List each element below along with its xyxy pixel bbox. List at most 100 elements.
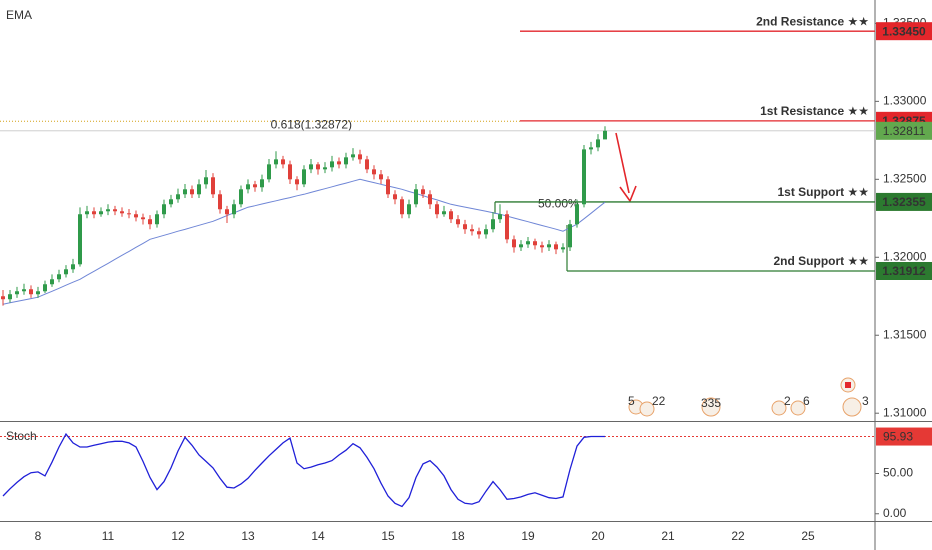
candle-body bbox=[309, 164, 313, 170]
candle-body bbox=[568, 224, 572, 248]
candle-body bbox=[358, 154, 362, 160]
level-name: 1st Support ★★ bbox=[777, 185, 869, 199]
candle-body bbox=[106, 209, 110, 212]
candle-body bbox=[372, 169, 376, 175]
candle-body bbox=[428, 194, 432, 205]
ema-line bbox=[2, 178, 606, 305]
candle-body bbox=[442, 211, 446, 215]
event-icon bbox=[842, 397, 862, 417]
candle-body bbox=[120, 211, 124, 214]
candle-body bbox=[64, 269, 68, 275]
y-tick-label: 1.33000 bbox=[883, 94, 927, 108]
candle-body bbox=[274, 159, 278, 165]
candle-body bbox=[36, 291, 40, 295]
candle-body bbox=[253, 184, 257, 188]
candle-body bbox=[407, 204, 411, 215]
candle-body bbox=[232, 204, 236, 215]
candle-body bbox=[491, 219, 495, 230]
candle-body bbox=[218, 194, 222, 210]
candle-body bbox=[85, 211, 89, 215]
candle-body bbox=[169, 199, 173, 205]
candle-body bbox=[561, 247, 565, 250]
candle-body bbox=[127, 213, 131, 215]
candle-body bbox=[176, 194, 180, 200]
flag bbox=[845, 382, 851, 388]
level-tag bbox=[876, 261, 932, 280]
y-tick-label: 1.31500 bbox=[883, 327, 927, 341]
fib-label: 0.618(1.32872) bbox=[271, 117, 352, 131]
level-name: 2nd Resistance ★★ bbox=[756, 14, 869, 28]
candle-body bbox=[603, 130, 607, 140]
price-tag bbox=[876, 121, 932, 140]
candle-body bbox=[267, 164, 271, 180]
candle-body bbox=[71, 264, 75, 270]
candle-body bbox=[323, 167, 327, 170]
x-tick-label: 21 bbox=[661, 529, 675, 543]
x-tick-label: 8 bbox=[35, 529, 42, 543]
candle-body bbox=[484, 229, 488, 235]
ema-label: EMA bbox=[6, 8, 32, 22]
candle-body bbox=[456, 219, 460, 225]
candle-body bbox=[99, 211, 103, 215]
candle-body bbox=[141, 217, 145, 220]
arrow-head bbox=[619, 185, 637, 203]
level-name: 2nd Support ★★ bbox=[773, 254, 869, 268]
candle-body bbox=[29, 289, 33, 295]
candle-body bbox=[379, 174, 383, 180]
candle-body bbox=[155, 214, 159, 225]
candle-body bbox=[421, 189, 425, 195]
candle-body bbox=[540, 245, 544, 248]
event-icon bbox=[790, 400, 806, 416]
y-tick-label: 1.32500 bbox=[883, 171, 927, 185]
candle-body bbox=[197, 184, 201, 195]
stoch-line bbox=[2, 432, 605, 508]
event-icon bbox=[771, 400, 787, 416]
x-tick-label: 14 bbox=[311, 529, 325, 543]
event-icons bbox=[628, 377, 862, 417]
candle-body bbox=[351, 154, 355, 158]
candle-body bbox=[589, 147, 593, 150]
candle-body bbox=[22, 289, 26, 292]
candle-body bbox=[190, 189, 194, 195]
event-icon bbox=[701, 397, 721, 417]
fib-50-label: 50.00% bbox=[538, 196, 579, 210]
candle-body bbox=[211, 177, 215, 195]
x-tick-label: 11 bbox=[102, 529, 115, 543]
candle-body bbox=[43, 284, 47, 292]
candle-body bbox=[316, 164, 320, 170]
candle-body bbox=[330, 161, 334, 168]
candle-body bbox=[344, 157, 348, 165]
candle-body bbox=[78, 214, 82, 265]
candle-body bbox=[463, 224, 467, 230]
candle-body bbox=[113, 209, 117, 212]
event-label: 335 bbox=[701, 396, 721, 410]
x-tick-label: 13 bbox=[241, 529, 255, 543]
x-tick-label: 15 bbox=[381, 529, 395, 543]
x-tick-label: 18 bbox=[451, 529, 465, 543]
candle-body bbox=[295, 179, 299, 185]
candle-body bbox=[505, 214, 509, 240]
candle-body bbox=[512, 239, 516, 248]
candle-body bbox=[498, 214, 502, 220]
stoch-tag-label: 95.93 bbox=[883, 430, 913, 444]
candle-body bbox=[50, 279, 54, 285]
candle-body bbox=[162, 204, 166, 215]
candle-body bbox=[400, 199, 404, 215]
candle-body bbox=[449, 211, 453, 220]
candle-body bbox=[582, 149, 586, 205]
arrow-shaft bbox=[615, 132, 630, 194]
candle-body bbox=[57, 274, 61, 280]
candle-body bbox=[575, 204, 579, 225]
stoch-tag bbox=[876, 427, 932, 446]
x-tick-label: 22 bbox=[731, 529, 745, 543]
candle-body bbox=[239, 189, 243, 205]
level-tag bbox=[876, 22, 932, 41]
candle-body bbox=[365, 159, 369, 170]
candle-body bbox=[92, 211, 96, 215]
event-label: 2 bbox=[784, 394, 791, 408]
candle-body bbox=[519, 244, 523, 248]
event-label: 3 bbox=[862, 394, 869, 408]
candle-body bbox=[302, 169, 306, 185]
event-label: 5 bbox=[628, 394, 635, 408]
